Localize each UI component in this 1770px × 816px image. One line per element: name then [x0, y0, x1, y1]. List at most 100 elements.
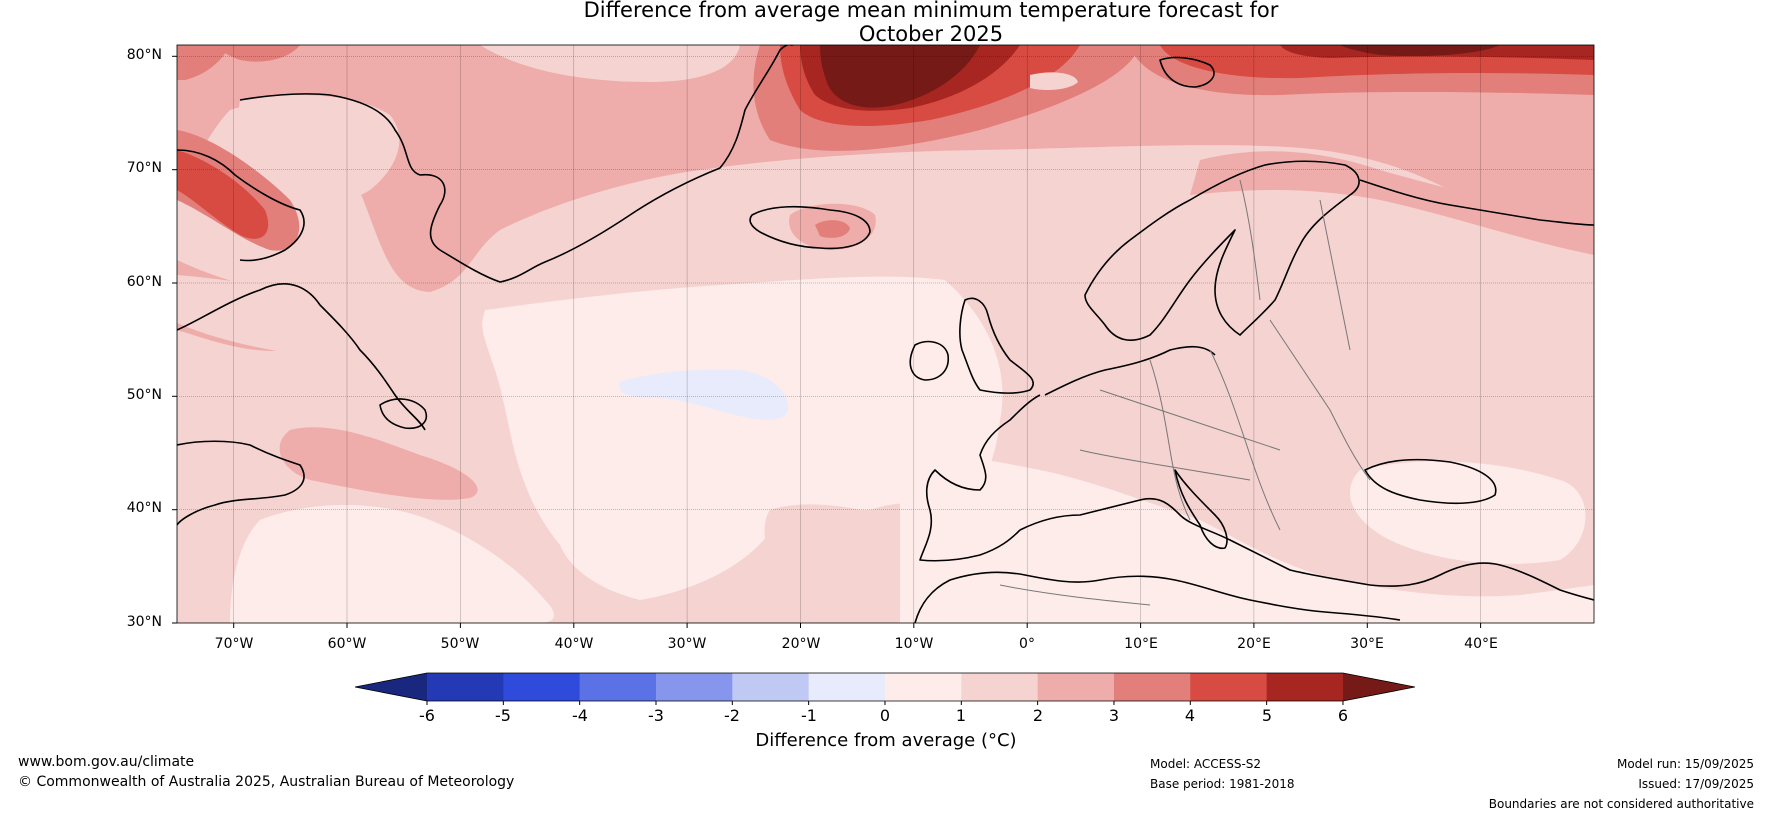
colorbar-tick-minus-2: -2: [724, 706, 740, 725]
anomaly-1-to-2-region-greenland-sea-patch: [1030, 72, 1078, 90]
colorbar-tick-3: 3: [1108, 706, 1120, 725]
colorbar-segment: [808, 673, 886, 701]
coastline-italy: [1174, 469, 1228, 550]
colorbar-segment: [961, 673, 1039, 701]
coastline-great-britain: [959, 297, 1034, 394]
map-frame: [176, 44, 1595, 624]
border-europe-5: [1079, 449, 1251, 481]
coastline-ireland: [909, 340, 950, 381]
coastline-baffin: [177, 149, 305, 262]
lon-label-10e: 10°E: [1124, 636, 1158, 652]
lon-label-70w: 70°W: [214, 636, 254, 652]
coastline-newfoundland: [379, 398, 427, 430]
colorbar-segment: [427, 673, 504, 701]
colorbar-segment: [884, 673, 962, 701]
footer-website: www.bom.gov.au/climate: [18, 754, 195, 770]
lat-label-70n: 70°N: [126, 160, 162, 176]
lon-label-50w: 50°W: [440, 636, 480, 652]
coastline-north-america-east: [177, 440, 305, 526]
colorbar-tick-minus-4: -4: [572, 706, 588, 725]
anomaly-over-6-region-barents: [1340, 45, 1500, 57]
colorbar-tick-0: 0: [879, 706, 891, 725]
lon-label-30w: 30°W: [667, 636, 707, 652]
footer-model-run: Model run: 15/09/2025: [1616, 757, 1754, 771]
country-borders: [999, 179, 1371, 606]
colorbar-segment: [503, 673, 581, 701]
coastline-scandinavia: [1084, 160, 1360, 341]
colorbar-segment: [732, 673, 810, 701]
lon-label-10w: 10°W: [894, 636, 934, 652]
border-europe-3: [1209, 349, 1281, 531]
anomaly-1-to-2-region-azores: [764, 504, 874, 590]
graticule: [177, 56, 1594, 510]
lon-label-20w: 20°W: [781, 636, 821, 652]
anomaly-2-to-3-region-newfoundland: [279, 427, 478, 500]
footer-base-period: Base period: 1981-2018: [1150, 777, 1295, 791]
lon-label-60w: 60°W: [327, 636, 367, 652]
coastline-north-africa: [914, 571, 1401, 623]
coastline-black-sea: [1364, 458, 1497, 505]
anomaly-over-6-region-greenland-sea: [820, 45, 980, 108]
coastline-mediterranean: [1019, 497, 1594, 601]
border-europe-2: [1149, 359, 1191, 521]
footer-copyright: © Commonwealth of Australia 2025, Austra…: [18, 774, 515, 790]
coastline-greenland: [239, 45, 795, 283]
footer-issued: Issued: 17/09/2025: [1638, 777, 1754, 791]
anomaly-3-to-4-region-greenland-northeast: [215, 45, 300, 62]
anomaly-4-to-5-region-baffin-island: [177, 150, 269, 239]
lat-label-50n: 50°N: [126, 387, 162, 403]
border-scandinavia: [1239, 179, 1261, 301]
map-title-line-1: Difference from average mean minimum tem…: [583, 0, 1279, 22]
lat-label-60n: 60°N: [126, 274, 162, 290]
colorbar-segment: [579, 673, 657, 701]
colorbar-tick-5: 5: [1261, 706, 1273, 725]
anomaly-0-to-1-region-us-coast: [230, 505, 555, 623]
lon-label-40e: 40°E: [1464, 636, 1498, 652]
lat-label-40n: 40°N: [126, 500, 162, 516]
anomaly-1-to-2-region-greenland-west: [238, 95, 400, 201]
coastline-svalbard: [1159, 56, 1215, 88]
border-europe-4: [1269, 319, 1371, 481]
anomaly-3-to-4-region-iceland: [815, 220, 850, 238]
anomaly-0-to-1-region-atlantic: [482, 276, 1003, 600]
map-title-line-2: October 2025: [858, 22, 1004, 46]
colorbar-segment: [1113, 673, 1191, 701]
anomaly-2-to-3-region-scandinavia: [1190, 151, 1594, 255]
anomaly-3-to-4-region-greenland-north: [177, 45, 230, 80]
colorbar-segment: [1266, 673, 1344, 701]
axis-ticks: [172, 55, 1482, 628]
anomaly-1-to-2-region-atlantic-north: [177, 275, 485, 369]
colorbar-tick-minus-3: -3: [648, 706, 664, 725]
anomaly-2-to-3-region-north: [177, 45, 1594, 292]
colorbar-tick-minus-6: -6: [419, 706, 435, 725]
colorbar-tick-minus-1: -1: [801, 706, 817, 725]
lon-label-30e: 30°E: [1350, 636, 1384, 652]
lon-label-0: 0°: [1019, 636, 1035, 652]
coastline-labrador: [177, 283, 426, 431]
colorbar-tick-minus-5: -5: [495, 706, 511, 725]
border-russia: [1319, 199, 1351, 351]
border-africa: [999, 584, 1151, 606]
colorbar-segment: [1037, 673, 1115, 701]
footer-model: Model: ACCESS-S2: [1150, 757, 1262, 771]
footer-disclaimer: Boundaries are not considered authoritat…: [1488, 797, 1754, 811]
lon-label-20e: 20°E: [1237, 636, 1271, 652]
colorbar-tick-2: 2: [1032, 706, 1044, 725]
colorbar-tick-1: 1: [955, 706, 967, 725]
colorbar-extend-high: [1342, 673, 1415, 701]
colorbar-label: Difference from average (°C): [755, 730, 1017, 751]
lat-label-30n: 30°N: [126, 614, 162, 630]
map-title: Difference from average mean minimum tem…: [0, 0, 1770, 46]
colorbar-segment: [1190, 673, 1268, 701]
coastline-arctic-russia: [1359, 179, 1594, 226]
coastlines: [177, 45, 1594, 623]
colorbar: [354, 672, 1416, 705]
lon-label-40w: 40°W: [554, 636, 594, 652]
lat-label-80n: 80°N: [126, 47, 162, 63]
anomaly-1-to-2-region-arctic: [480, 45, 740, 82]
temperature-anomaly-map: [177, 45, 1594, 623]
anomaly-minus-1-to-0-region-atlantic: [619, 369, 789, 420]
colorbar-tick-6: 6: [1337, 706, 1349, 725]
colorbar-tick-4: 4: [1184, 706, 1196, 725]
